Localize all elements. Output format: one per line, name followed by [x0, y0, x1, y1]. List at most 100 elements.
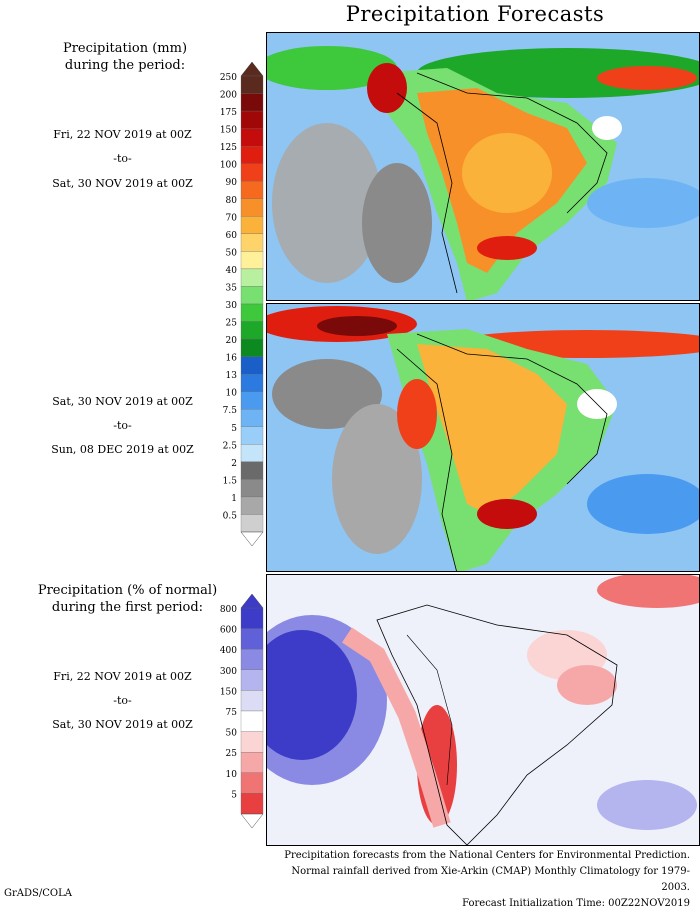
- precip-pct-scale-swatch: [240, 607, 264, 629]
- precip-mm-scale-tick-label: 125: [220, 143, 237, 153]
- precip-mm-scale-tick-label: 1.5: [223, 476, 238, 486]
- percent-normal-map: [266, 574, 700, 846]
- precip-mm-scale-swatch: [240, 479, 264, 498]
- precip-mm-scale-tick-label: 150: [220, 126, 237, 136]
- precip-pct-scale-tick-label: 150: [220, 687, 237, 697]
- footer-notes: Precipitation forecasts from the Nationa…: [270, 848, 690, 912]
- precip-mm-scale-swatch: [240, 496, 264, 515]
- period1-to: -to-: [113, 152, 132, 165]
- forecast-map-week1-graphic: [267, 33, 699, 300]
- precip-mm-scale-swatch: [240, 93, 264, 112]
- precip-mm-scale-swatch: [240, 426, 264, 445]
- precip-mm-scale-swatch: [240, 233, 264, 252]
- precip-mm-scale-tick-label: 13: [226, 371, 238, 381]
- precip-mm-scale-tick-label: 5: [231, 424, 237, 434]
- forecast-map-week2: [266, 303, 700, 572]
- precip-pct-scale-tick-label: 600: [220, 626, 237, 636]
- precip-mm-scale-tick-label: 100: [220, 161, 237, 171]
- precip-mm-scale-tick-label: 1: [231, 494, 237, 504]
- footer-line1: Precipitation forecasts from the Nationa…: [284, 850, 690, 861]
- precip-mm-heading-line1: Precipitation (mm): [62, 41, 188, 56]
- precip-mm-scale-tick-label: 25: [226, 319, 238, 329]
- period3-start: Fri, 22 NOV 2019 at 00Z: [53, 670, 192, 683]
- precip-pct-scale-tick-label: 50: [226, 729, 238, 739]
- credit-label: GrADS/COLA: [4, 888, 72, 899]
- precip-mm-scale-swatch: [240, 146, 264, 164]
- precip-pct-scale-swatch: [240, 710, 264, 732]
- precip-mm-colorbar: 250 200 175 150 125 100 90 80 70 60 50 40 35 30 25 20 16…: [205, 58, 265, 548]
- precip-pct-scale-swatch: [240, 793, 264, 815]
- precip-mm-scale-swatch: [240, 514, 264, 533]
- precip-pct-scale-swatch: [240, 772, 264, 794]
- precip-mm-scale-swatch: [240, 198, 264, 217]
- precip-pct-colorbar-graphic: 800 600 400 300 150 75 50 25 10 5: [220, 593, 264, 829]
- precip-pct-scale-tick-label: 5: [231, 790, 237, 800]
- forecast-map-week2-graphic: [267, 304, 699, 571]
- period3-end: Sat, 30 NOV 2019 at 00Z: [52, 718, 193, 731]
- precip-mm-scale-top-arrow: [240, 61, 264, 77]
- precip-pct-scale-tick-label: 25: [226, 749, 238, 759]
- precip-mm-scale-tick-label: 2: [231, 459, 237, 469]
- precip-mm-scale-swatch: [240, 391, 264, 410]
- precip-pct-scale-tick-label: 10: [226, 770, 238, 780]
- period1-end: Sat, 30 NOV 2019 at 00Z: [52, 177, 193, 190]
- precip-mm-scale-tick-label: 20: [226, 336, 238, 346]
- precip-mm-scale-tick-label: 16: [226, 354, 238, 364]
- precip-mm-scale-tick-label: 200: [220, 91, 237, 101]
- precip-pct-scale-swatch: [240, 649, 264, 670]
- precip-mm-scale-swatch: [240, 374, 264, 392]
- period3-to: -to-: [113, 694, 132, 707]
- precip-pct-scale-tick-label: 75: [226, 708, 238, 718]
- precip-mm-scale-tick-label: 70: [226, 213, 238, 223]
- precip-mm-scale-tick-label: 7.5: [223, 406, 238, 416]
- precip-mm-scale-tick-label: 0.5: [223, 511, 238, 521]
- precip-mm-scale-swatch: [240, 216, 264, 234]
- precip-mm-scale-swatch: [240, 128, 264, 147]
- precip-pct-scale-swatch: [240, 669, 264, 691]
- precip-mm-scale-tick-label: 50: [226, 248, 238, 258]
- precip-mm-scale-swatch: [240, 321, 264, 340]
- period2-start: Sat, 30 NOV 2019 at 00Z: [52, 395, 193, 408]
- precip-mm-scale-swatch: [240, 303, 264, 322]
- precip-mm-scale-swatch: [240, 268, 264, 287]
- precip-pct-heading-line1: Precipitation (% of normal): [37, 583, 218, 598]
- precip-pct-scale-top-arrow: [240, 593, 264, 609]
- precip-mm-scale-swatch: [240, 444, 264, 462]
- precip-mm-scale-tick-label: 60: [226, 231, 238, 241]
- precip-mm-scale-tick-label: 90: [226, 178, 238, 188]
- precip-mm-scale-tick-label: 10: [226, 389, 238, 399]
- precip-mm-scale-swatch: [240, 110, 264, 129]
- precip-mm-scale-swatch: [240, 286, 264, 305]
- precip-pct-heading-line2: during the first period:: [51, 600, 204, 615]
- period1-start: Fri, 22 NOV 2019 at 00Z: [53, 128, 192, 141]
- precip-mm-heading: Precipitation (mm) during the period:: [30, 40, 220, 74]
- precip-mm-scale-swatch: [240, 163, 264, 182]
- precip-mm-scale-tick-label: 30: [226, 301, 238, 311]
- precip-pct-heading: Precipitation (% of normal) during the f…: [20, 582, 235, 616]
- percent-normal-map-graphic: [267, 575, 699, 845]
- footer-line2: Normal rainfall derived from Xie-Arkin (…: [291, 866, 690, 893]
- precip-pct-scale-swatch: [240, 690, 264, 712]
- period2-end: Sun, 08 DEC 2019 at 00Z: [51, 443, 194, 456]
- precip-mm-scale-tick-label: 35: [226, 283, 238, 293]
- precip-pct-scale-tick-label: 300: [220, 667, 237, 677]
- precip-pct-scale-tick-label: 800: [220, 605, 237, 615]
- precip-mm-scale-tick-label: 80: [226, 196, 238, 206]
- precip-pct-scale-tick-label: 400: [220, 646, 237, 656]
- precip-mm-colorbar-graphic: 2502001751501251009080706050403530252016…: [220, 61, 264, 547]
- precip-mm-heading-line2: during the period:: [64, 58, 186, 73]
- precip-pct-scale-bottom-arrow: [240, 813, 264, 829]
- precip-mm-scale-swatch: [240, 409, 264, 427]
- precip-mm-scale-tick-label: 175: [220, 108, 237, 118]
- precip-mm-scale-tick-label: 40: [226, 266, 238, 276]
- precip-mm-scale-bottom-arrow: [240, 531, 264, 547]
- precip-mm-scale-swatch: [240, 356, 264, 375]
- precip-mm-scale-tick-label: 250: [220, 73, 237, 83]
- precip-mm-scale-swatch: [240, 461, 264, 480]
- page-title: Precipitation Forecasts: [345, 2, 605, 26]
- footer-line3: Forecast Initialization Time: 00Z22NOV20…: [462, 898, 690, 909]
- precip-mm-scale-swatch: [240, 181, 264, 199]
- precip-pct-scale-swatch: [240, 731, 264, 753]
- period2-to: -to-: [113, 419, 132, 432]
- precip-mm-scale-swatch: [240, 75, 264, 94]
